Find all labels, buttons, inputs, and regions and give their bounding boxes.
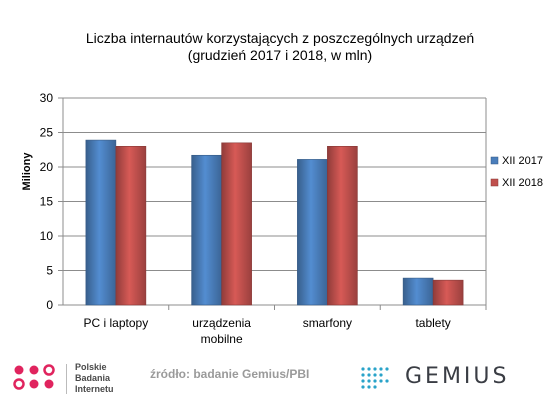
legend-label: XII 2018	[502, 177, 543, 189]
gemius-logo-text: GEMIUS	[405, 364, 510, 389]
bar-2017	[85, 139, 117, 306]
bar-2017	[402, 277, 434, 306]
logo-separator	[66, 364, 67, 394]
bar-2017	[297, 159, 328, 306]
gemius-logo-icon	[361, 367, 389, 389]
pbi-logo-line: Polskie	[75, 362, 107, 372]
pbi-logo-icon	[13, 364, 55, 390]
y-tick-label: 10	[40, 229, 54, 243]
y-tick-label: 25	[40, 126, 54, 140]
y-tick-label: 5	[46, 264, 53, 278]
source-note: źródło: badanie Gemius/PBI	[150, 367, 310, 381]
x-tick-label: smarfony	[303, 316, 352, 330]
chart-title: Liczba internautów korzystających z posz…	[85, 30, 475, 46]
y-axis-label: Miliony	[21, 152, 33, 191]
pbi-logo-line: Internetu	[75, 384, 114, 394]
legend-label: XII 2017	[502, 155, 543, 167]
chart-subtitle: (grudzień 2017 i 2018, w mln)	[187, 47, 373, 63]
y-tick-label: 20	[40, 160, 54, 174]
x-tick-label: urządzenia	[192, 316, 251, 330]
bar-2017	[191, 154, 222, 306]
legend-swatch	[490, 178, 499, 187]
bar-2018	[432, 279, 464, 306]
pbi-logo-text: Polskie Badania Internetu	[75, 362, 114, 395]
y-tick-label: 15	[40, 195, 54, 209]
y-tick-label: 30	[40, 91, 54, 105]
pbi-logo-line: Badania	[75, 373, 111, 383]
legend-swatch	[490, 156, 499, 165]
x-tick-label: tablety	[415, 316, 450, 330]
x-tick-label: PC i laptopy	[84, 316, 149, 330]
bar-2018	[327, 146, 358, 306]
x-tick-label: mobilne	[201, 332, 243, 346]
bar-2018	[221, 142, 252, 306]
bar-2018	[115, 146, 147, 306]
y-tick-label: 0	[46, 298, 53, 312]
